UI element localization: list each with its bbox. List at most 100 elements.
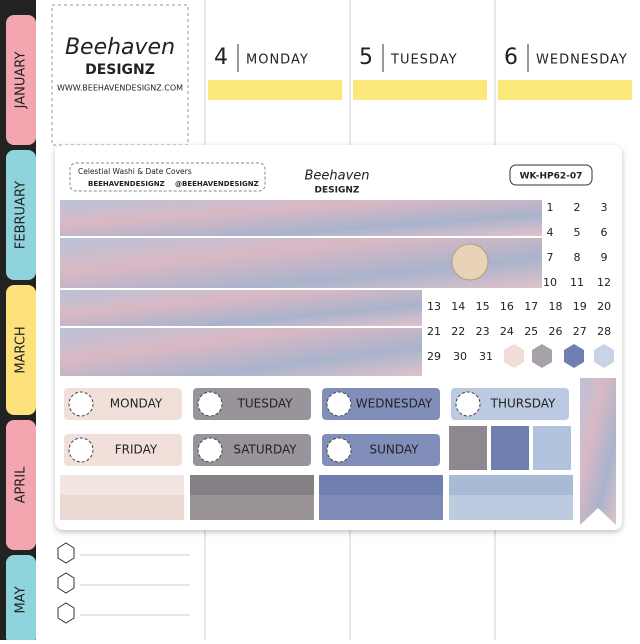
- label-circle: [326, 437, 352, 463]
- sheet-logo-name: Beehaven: [304, 169, 369, 184]
- hexagon: [594, 344, 614, 368]
- sheet-label: [69, 162, 266, 192]
- day-label: SUNDAY: [369, 443, 419, 457]
- day-label: SATURDAY: [233, 443, 297, 457]
- hexagon: [532, 344, 552, 368]
- sheet-social: @BEEHAVENDESIGNZ: [175, 180, 259, 188]
- color-strip: [190, 475, 314, 495]
- month-label: FEBRUARY: [14, 181, 29, 249]
- date-number: 23: [476, 325, 490, 338]
- date-number: 15: [476, 300, 490, 313]
- sheet-code: WK-HP62-07: [520, 172, 583, 182]
- label-circle: [197, 437, 223, 463]
- logo-sub: DESIGNZ: [85, 62, 155, 78]
- logo-url: WWW.BEEHAVENDESIGNZ.COM: [57, 84, 183, 93]
- date-number: 8: [574, 251, 581, 264]
- label-circle: [68, 391, 94, 417]
- month-tab: [6, 285, 36, 415]
- date-number: 18: [549, 300, 563, 313]
- date-number: 10: [543, 276, 557, 289]
- washi-strip: [60, 290, 422, 326]
- date-number: 20: [597, 300, 611, 313]
- sun-illustration: [451, 243, 489, 281]
- washi-strip: [60, 200, 542, 236]
- date-number: 3: [601, 201, 608, 214]
- date-number: 21: [427, 325, 441, 338]
- day-label: WEDNESDAY: [356, 397, 433, 411]
- day-bar: [498, 80, 632, 100]
- washi-strip: [60, 328, 422, 376]
- day-number: 6: [504, 45, 518, 70]
- day-label: THURSDAY: [490, 397, 556, 411]
- hexagon: [564, 344, 584, 368]
- color-strip: [449, 475, 573, 495]
- label-sticker: [64, 434, 182, 466]
- date-number: 28: [597, 325, 611, 338]
- day-label: FRIDAY: [115, 443, 158, 457]
- date-number: 14: [451, 300, 465, 313]
- month-label: APRIL: [14, 466, 29, 504]
- date-number: 12: [597, 276, 611, 289]
- date-number: 25: [524, 325, 538, 338]
- date-number: 17: [524, 300, 538, 313]
- logo-name: Beehaven: [65, 35, 175, 60]
- hexagon: [504, 344, 524, 368]
- label-circle: [197, 391, 223, 417]
- hexagon: [57, 572, 75, 594]
- day-name: TUESDAY: [390, 53, 458, 68]
- check-sticker: [449, 426, 487, 470]
- label-sticker: [451, 388, 569, 420]
- code-box: [509, 164, 593, 186]
- date-number: 4: [547, 226, 554, 239]
- label-sticker: [193, 434, 311, 466]
- day-number: 5: [359, 45, 373, 70]
- month-label: MARCH: [14, 326, 29, 373]
- month-tab: [6, 150, 36, 280]
- date-number: 26: [549, 325, 563, 338]
- sheet-website: BEEHAVENDESIGNZ: [88, 180, 165, 188]
- date-number: 5: [574, 226, 581, 239]
- month-tab: [6, 555, 36, 644]
- month-label: MAY: [14, 586, 29, 613]
- check-sticker: [491, 426, 529, 470]
- date-number: 31: [479, 350, 493, 363]
- check-sticker: [533, 426, 571, 470]
- date-number: 6: [601, 226, 608, 239]
- date-number: 30: [453, 350, 467, 363]
- date-number: 13: [427, 300, 441, 313]
- color-strip: [60, 475, 184, 495]
- month-label: JANUARY: [14, 52, 29, 110]
- day-bar: [208, 80, 342, 100]
- date-number: 19: [573, 300, 587, 313]
- day-name: MONDAY: [246, 53, 309, 68]
- hexagon: [57, 602, 75, 624]
- label-sticker: [64, 388, 182, 420]
- sheet-logo-sub: DESIGNZ: [315, 186, 360, 196]
- label-circle: [326, 391, 352, 417]
- date-number: 22: [451, 325, 465, 338]
- month-tab: [6, 15, 36, 145]
- date-number: 27: [573, 325, 587, 338]
- hexagon: [57, 542, 75, 564]
- date-number: 11: [570, 276, 584, 289]
- day-number: 4: [214, 45, 228, 70]
- date-number: 24: [500, 325, 514, 338]
- label-circle: [68, 437, 94, 463]
- date-number: 16: [500, 300, 514, 313]
- label-circle: [455, 391, 481, 417]
- flag-sticker: [580, 378, 616, 525]
- date-number: 29: [427, 350, 441, 363]
- color-strip: [319, 475, 443, 495]
- day-bar: [353, 80, 487, 100]
- date-number: 9: [601, 251, 608, 264]
- label-sticker: [322, 434, 440, 466]
- label-sticker: [322, 388, 440, 420]
- day-label: TUESDAY: [237, 397, 294, 411]
- date-number: 7: [547, 251, 554, 264]
- date-number: 2: [574, 201, 581, 214]
- day-label: MONDAY: [110, 397, 163, 411]
- date-number: 1: [547, 201, 554, 214]
- label-sticker: [193, 388, 311, 420]
- day-name: WEDNESDAY: [536, 53, 628, 68]
